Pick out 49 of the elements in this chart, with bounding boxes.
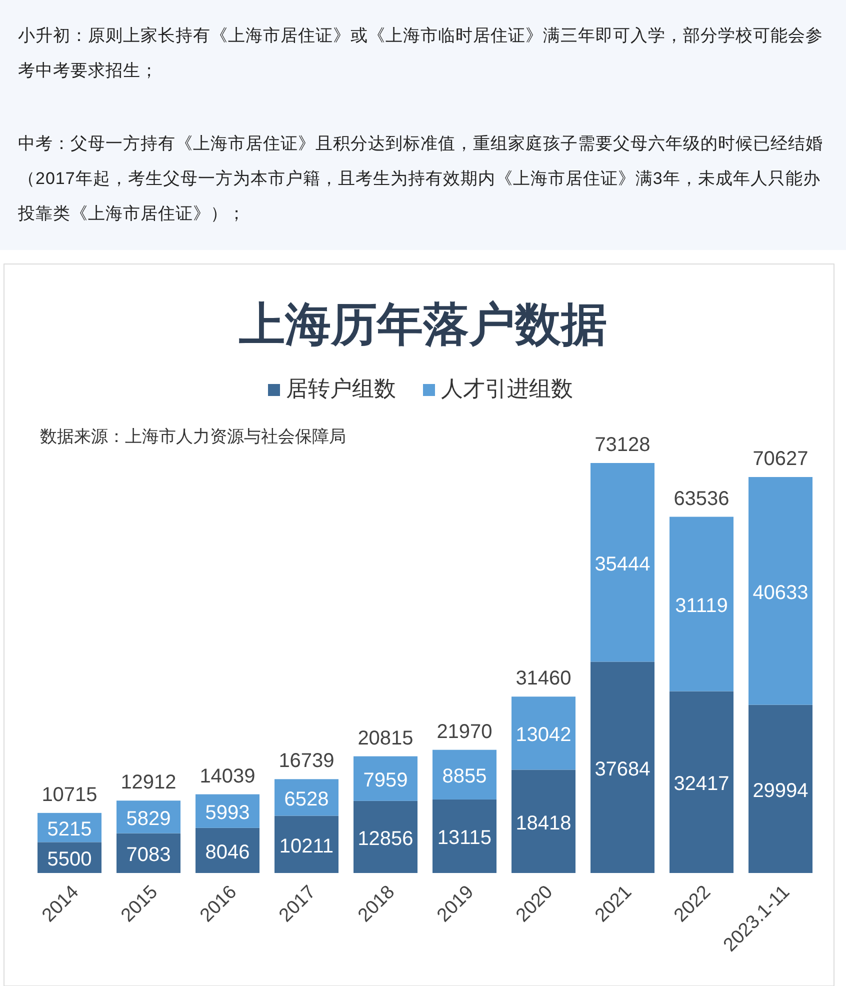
chart-title: 上海历年落户数据 (239, 298, 607, 350)
bar (748, 477, 812, 705)
data-label: 13042 (516, 724, 572, 746)
data-label: 8046 (205, 841, 250, 864)
data-label: 32417 (674, 773, 730, 796)
data-label: 5829 (126, 808, 171, 830)
source-note: 数据来源：上海市人力资源与社会保障局 (40, 427, 346, 446)
bar (590, 662, 654, 873)
total-label: 21970 (436, 720, 492, 743)
total-label: 16739 (278, 750, 334, 772)
data-label: 12856 (358, 828, 414, 850)
data-label: 6528 (284, 788, 329, 810)
bar (432, 799, 496, 873)
bar (274, 816, 338, 873)
text: 小升初：原则上家长持有《上海市居住证》或《上海市临时居住证》满三年即可入学，部分学校可能会参考中考要求招生； (18, 25, 824, 82)
total-label: 20815 (358, 727, 414, 750)
bar (748, 704, 812, 873)
total-label: 31460 (516, 668, 572, 690)
data-label: 18418 (516, 812, 572, 834)
total-label: 63536 (674, 488, 730, 510)
bar (670, 516, 734, 692)
data-label: 10211 (279, 835, 334, 858)
total-label: 73128 (594, 434, 650, 456)
data-label: 5993 (205, 802, 250, 824)
data-label: 35444 (594, 553, 650, 576)
data-label: 7959 (363, 770, 408, 792)
bar (354, 756, 418, 801)
data-label: 13115 (437, 827, 492, 850)
data-label: 7083 (126, 844, 171, 866)
legend-label: 人才引进组数 (441, 376, 573, 401)
data-label: 40633 (752, 582, 808, 604)
data-label: 8855 (442, 766, 487, 788)
total-label: 10715 (42, 784, 98, 806)
bar (512, 696, 576, 770)
bar (670, 691, 734, 873)
total-label: 12912 (120, 772, 176, 794)
data-label: 37684 (594, 758, 650, 780)
legend-label: 居转户组数 (286, 376, 396, 401)
total-label: 70627 (752, 448, 808, 470)
data-label: 5215 (47, 818, 92, 841)
data-label: 5500 (47, 848, 92, 871)
data-label: 31119 (675, 595, 728, 618)
bar (432, 750, 496, 800)
data-label: 29994 (752, 780, 808, 802)
bar (512, 770, 576, 873)
bar (354, 800, 418, 873)
total-label: 14039 (200, 765, 256, 788)
text: 中考：父母一方持有《上海市居住证》且积分达到标准值，重组家庭孩子需要父母六年级的时候已经结婚（2017年起，考生父母一方为本市户籍，且考生为持有效期内《上海市居住证》满3年，未成年人只能办投靠类《上海市居住证》）； (18, 133, 824, 225)
bar (590, 463, 654, 662)
